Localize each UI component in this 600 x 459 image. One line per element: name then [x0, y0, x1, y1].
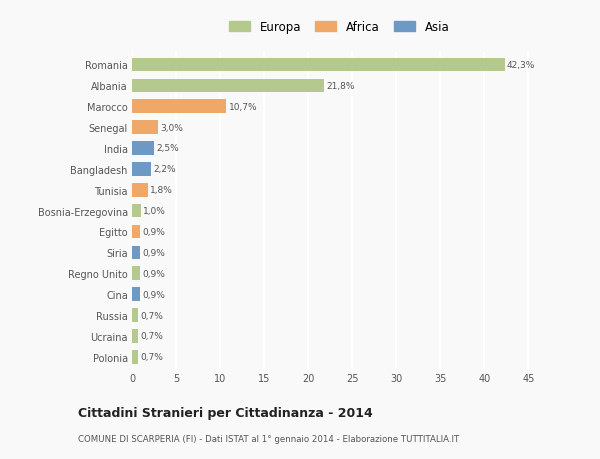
- Bar: [132, 225, 140, 239]
- Bar: [132, 142, 154, 156]
- Text: Cittadini Stranieri per Cittadinanza - 2014: Cittadini Stranieri per Cittadinanza - 2…: [78, 406, 373, 419]
- Text: 0,9%: 0,9%: [142, 290, 165, 299]
- Bar: [132, 100, 226, 114]
- Bar: [132, 184, 148, 197]
- Text: 10,7%: 10,7%: [229, 102, 257, 112]
- Text: 0,9%: 0,9%: [142, 228, 165, 236]
- Text: 1,0%: 1,0%: [143, 207, 166, 216]
- Bar: [132, 246, 140, 260]
- Text: 0,7%: 0,7%: [140, 353, 163, 362]
- Bar: [132, 330, 138, 343]
- Bar: [132, 58, 505, 72]
- Bar: [132, 204, 141, 218]
- Text: 2,5%: 2,5%: [156, 144, 179, 153]
- Text: 2,2%: 2,2%: [154, 165, 176, 174]
- Bar: [132, 267, 140, 280]
- Bar: [132, 288, 140, 301]
- Text: 0,9%: 0,9%: [142, 269, 165, 278]
- Bar: [132, 162, 151, 176]
- Text: 0,7%: 0,7%: [140, 311, 163, 320]
- Bar: [132, 308, 138, 322]
- Legend: Europa, Africa, Asia: Europa, Africa, Asia: [225, 17, 453, 38]
- Text: 42,3%: 42,3%: [507, 61, 535, 70]
- Text: COMUNE DI SCARPERIA (FI) - Dati ISTAT al 1° gennaio 2014 - Elaborazione TUTTITAL: COMUNE DI SCARPERIA (FI) - Dati ISTAT al…: [78, 434, 459, 443]
- Bar: [132, 350, 138, 364]
- Text: 1,8%: 1,8%: [150, 186, 173, 195]
- Bar: [132, 79, 324, 93]
- Bar: [132, 121, 158, 134]
- Text: 21,8%: 21,8%: [326, 82, 355, 90]
- Text: 0,9%: 0,9%: [142, 248, 165, 257]
- Text: 0,7%: 0,7%: [140, 332, 163, 341]
- Text: 3,0%: 3,0%: [161, 123, 184, 132]
